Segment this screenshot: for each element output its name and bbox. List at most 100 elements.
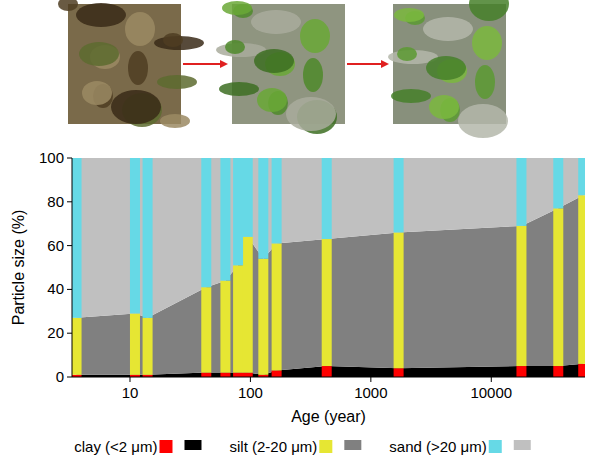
photo-texture: [394, 8, 424, 22]
photo-texture: [163, 33, 183, 47]
x-tick-label: 10: [122, 384, 139, 401]
photo-texture: [423, 17, 473, 41]
sample-bar: [143, 318, 153, 375]
photo-texture: [429, 95, 459, 119]
photo-texture: [472, 26, 502, 60]
photo-texture: [125, 12, 155, 46]
photo-texture: [303, 58, 323, 92]
x-axis-title: Age (year): [291, 408, 366, 425]
sample-bar: [258, 158, 268, 259]
x-tick: [370, 377, 371, 382]
photo-texture: [82, 81, 112, 105]
photo-texture: [79, 42, 119, 66]
photo-texture: [76, 3, 126, 27]
photo: [216, 1, 345, 134]
sample-bar: [233, 373, 243, 377]
legend-swatch: [319, 440, 332, 453]
sample-bar: [553, 366, 563, 377]
photo-texture: [58, 0, 78, 11]
photo-texture: [225, 40, 245, 54]
photo-texture: [469, 0, 509, 21]
sample-bar: [201, 287, 211, 372]
sample-bar: [272, 243, 282, 370]
legend: clay (<2 μm)silt (2-20 μm)sand (>20 μm): [74, 438, 531, 455]
photo-background: [68, 4, 181, 124]
sample-bar: [72, 158, 82, 318]
x-tick-label: 100: [238, 384, 263, 401]
y-tick-label: 40: [47, 280, 64, 297]
photo-texture: [458, 104, 508, 138]
sample-bar: [72, 318, 82, 375]
plot-area: [72, 158, 585, 377]
legend-swatch: [159, 440, 172, 453]
photo-texture: [475, 65, 495, 99]
legend-swatch: [184, 440, 201, 450]
legend-label: silt (2-20 μm): [229, 438, 317, 455]
sample-bar: [516, 158, 526, 226]
sample-bar: [272, 158, 282, 243]
photo-texture: [397, 47, 417, 61]
x-tick: [491, 377, 492, 382]
sample-bar: [201, 373, 211, 377]
sample-bar: [578, 158, 585, 195]
sample-bar: [220, 281, 230, 373]
y-axis-title: Particle size (%): [10, 210, 27, 326]
arrow: [183, 63, 222, 65]
sample-bar: [233, 265, 243, 372]
legend-swatch: [514, 440, 531, 450]
y-tick-label: 100: [39, 149, 64, 166]
x-tick: [250, 377, 251, 382]
sample-bar: [220, 373, 230, 377]
y-tick: [67, 158, 72, 159]
sample-bar: [258, 259, 268, 375]
sample-bar: [233, 158, 243, 265]
y-tick-label: 80: [47, 193, 64, 210]
sample-bar: [220, 158, 230, 281]
legend-swatch: [344, 440, 361, 450]
sample-bar: [516, 366, 526, 377]
arrow-head: [381, 60, 389, 68]
legend-item: sand (>20 μm): [389, 438, 530, 455]
sample-bar: [130, 158, 140, 313]
photo: [58, 0, 204, 128]
sample-bar: [578, 195, 585, 364]
photo-texture: [160, 114, 190, 128]
photo-texture: [251, 10, 301, 34]
x-axis: [72, 377, 585, 378]
photo-texture: [300, 19, 330, 53]
legend-item: silt (2-20 μm): [229, 438, 361, 455]
photo-texture: [222, 1, 252, 15]
y-tick-label: 0: [56, 368, 64, 385]
photo-texture: [157, 75, 197, 89]
legend-swatch: [489, 440, 502, 453]
sample-bar: [553, 208, 563, 366]
sample-bar: [243, 237, 253, 373]
photo-texture: [391, 89, 431, 103]
y-tick: [67, 289, 72, 290]
photo-texture: [254, 49, 294, 73]
y-tick: [67, 333, 72, 334]
photo-texture: [128, 51, 148, 85]
arrow-head: [220, 60, 228, 68]
sample-bar: [322, 239, 332, 366]
photo-texture: [257, 88, 287, 112]
photo-texture: [286, 97, 336, 131]
y-tick: [67, 245, 72, 246]
y-tick: [67, 201, 72, 202]
sample-bar: [394, 368, 404, 377]
photo-texture: [219, 82, 259, 96]
chart: 02040608010010100100010000Age (year)Part…: [0, 0, 605, 464]
sample-bar: [578, 364, 585, 377]
y-tick: [67, 377, 72, 378]
sample-bar: [322, 366, 332, 377]
sample-bar: [201, 158, 211, 287]
photo: [388, 0, 509, 138]
sample-bar: [553, 158, 563, 208]
sample-bar: [322, 158, 332, 239]
x-tick-label: 1000: [354, 384, 387, 401]
y-tick-label: 60: [47, 237, 64, 254]
x-tick-label: 10000: [470, 384, 512, 401]
photo-texture: [426, 56, 466, 80]
sample-bar: [516, 226, 526, 366]
photo-texture: [111, 90, 161, 124]
